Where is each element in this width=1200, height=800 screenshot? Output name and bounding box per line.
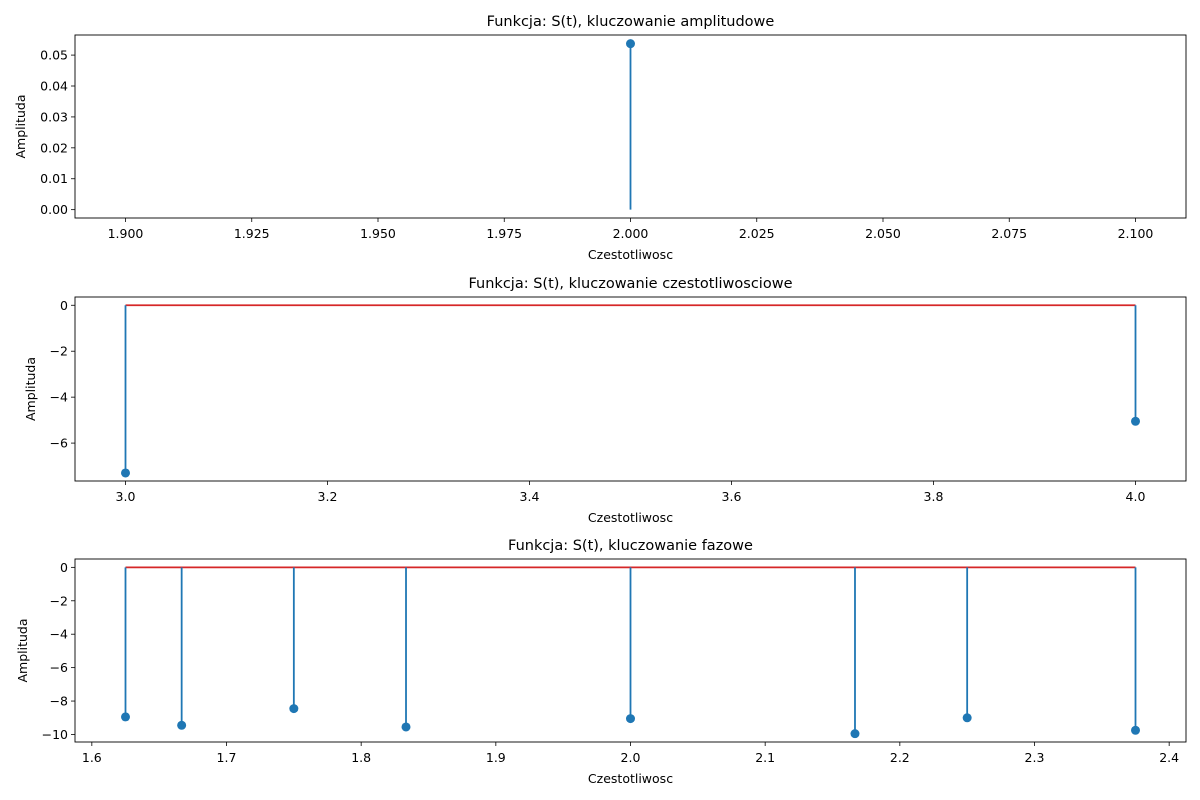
y-tick-label: 0.01 <box>40 171 68 186</box>
x-tick-label: 3.4 <box>520 489 540 504</box>
x-tick-label: 2.075 <box>991 226 1027 241</box>
subplot-2: Funkcja: S(t), kluczowanie czestotliwosc… <box>23 276 1187 525</box>
stem-marker <box>1131 725 1140 735</box>
y-tick-label: 0 <box>60 298 68 313</box>
subplot-title: Funkcja: S(t), kluczowanie czestotliwosc… <box>469 276 793 292</box>
stem-marker <box>401 722 411 732</box>
stem-marker <box>850 729 860 739</box>
x-tick-label: 1.9 <box>486 750 506 765</box>
x-tick-label: 2.2 <box>890 750 910 765</box>
y-tick-label: −6 <box>50 436 68 451</box>
x-tick-label: 1.8 <box>351 750 371 765</box>
x-tick-label: 3.6 <box>722 489 742 504</box>
x-tick-label: 2.3 <box>1025 750 1045 765</box>
x-axis-label: Czestotliwosc <box>588 510 673 525</box>
stem-marker <box>962 713 972 723</box>
y-tick-label: −4 <box>50 627 68 642</box>
subplot-1: Funkcja: S(t), kluczowanie amplitudowe 1.… <box>13 14 1187 262</box>
x-tick-label: 3.0 <box>116 489 136 504</box>
x-tick-label: 4.0 <box>1126 489 1146 504</box>
x-tick-label: 2.0 <box>621 750 641 765</box>
y-tick-label: −10 <box>42 727 68 742</box>
x-tick-label: 3.8 <box>924 489 944 504</box>
y-tick-label: 0.05 <box>40 48 68 63</box>
y-axis-label: Amplituda <box>23 357 38 421</box>
y-tick-label: −2 <box>50 593 68 608</box>
x-tick-label: 2.1 <box>755 750 775 765</box>
x-tick-label: 2.050 <box>865 226 901 241</box>
y-tick-label: 0.03 <box>40 109 68 124</box>
y-tick-label: 0.04 <box>40 79 68 94</box>
x-tick-label: 3.2 <box>318 489 338 504</box>
stem-marker <box>121 468 130 478</box>
stem-marker <box>626 39 635 49</box>
x-tick-label: 2.4 <box>1159 750 1179 765</box>
y-tick-label: −4 <box>50 390 68 405</box>
x-tick-label: 1.925 <box>234 226 270 241</box>
y-tick-label: 0.00 <box>40 202 68 217</box>
x-tick-label: 1.900 <box>108 226 144 241</box>
stem-marker <box>626 714 635 724</box>
subplot-title: Funkcja: S(t), kluczowanie fazowe <box>508 538 753 554</box>
x-tick-label: 2.025 <box>739 226 775 241</box>
x-tick-label: 1.975 <box>486 226 522 241</box>
stem-marker <box>289 704 299 714</box>
y-tick-label: 0 <box>60 560 68 575</box>
y-axis-label: Amplituda <box>15 618 30 682</box>
x-axis-label: Czestotliwosc <box>588 771 673 786</box>
x-axis-label: Czestotliwosc <box>588 247 673 262</box>
x-tick-label: 1.7 <box>217 750 237 765</box>
x-tick-label: 2.000 <box>613 226 649 241</box>
subplot-3: Funkcja: S(t), kluczowanie fazowe 1.6 1.7 1… <box>15 538 1187 786</box>
stem-marker <box>177 720 187 730</box>
axes-frame <box>74 34 1187 219</box>
stem-marker <box>1131 416 1140 426</box>
x-tick-label: 1.950 <box>360 226 396 241</box>
x-tick-label: 1.6 <box>82 750 102 765</box>
y-tick-label: 0.02 <box>40 140 68 155</box>
y-axis-label: Amplituda <box>13 94 28 158</box>
stem-marker <box>121 712 130 722</box>
y-tick-label: −2 <box>50 344 68 359</box>
subplot-title: Funkcja: S(t), kluczowanie amplitudowe <box>487 14 775 30</box>
axes-frame <box>74 558 1187 743</box>
y-tick-label: −6 <box>50 660 68 675</box>
x-tick-label: 2.100 <box>1118 226 1154 241</box>
y-tick-label: −8 <box>50 694 68 709</box>
axes-frame <box>74 296 1187 482</box>
